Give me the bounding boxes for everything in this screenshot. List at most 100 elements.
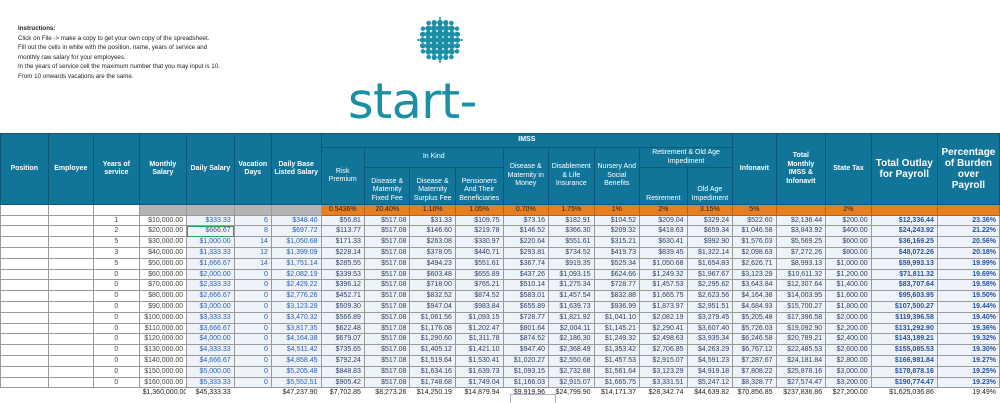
vacation-days-cell[interactable]: 0	[233, 365, 272, 378]
contribution-cell[interactable]: $494.23	[409, 257, 456, 270]
contribution-cell[interactable]: $1,800.00	[825, 300, 872, 313]
vacation-days-cell[interactable]: 14	[233, 236, 272, 248]
daily-salary-cell[interactable]: $1,666.67	[186, 257, 235, 270]
contribution-cell[interactable]: $874.52	[454, 290, 504, 302]
contribution-cell[interactable]: $718.00	[409, 279, 456, 292]
contribution-cell[interactable]: $366.30	[548, 225, 595, 238]
burden-percentage-cell[interactable]: 19.32%	[936, 333, 1000, 346]
vacation-days-cell[interactable]: 0	[233, 322, 272, 335]
contribution-cell[interactable]: $919.35	[548, 257, 595, 270]
rate-cell-empty[interactable]	[93, 204, 140, 216]
contribution-cell[interactable]: $5,247.12	[686, 376, 734, 389]
contribution-cell[interactable]: $1,275.34	[548, 279, 595, 292]
contribution-cell[interactable]: $2,186.30	[548, 333, 595, 346]
contribution-cell[interactable]: $220.64	[502, 236, 550, 248]
years-of-service-cell[interactable]: 5	[93, 236, 140, 248]
contribution-cell[interactable]: $104.52	[593, 214, 641, 227]
contribution-cell[interactable]: $440.71	[454, 246, 504, 259]
burden-percentage-cell[interactable]: 23.36%	[936, 214, 1000, 227]
years-of-service-cell[interactable]: 0	[93, 354, 140, 367]
contribution-cell[interactable]: $3,643.84	[732, 279, 777, 292]
contribution-cell[interactable]: $1,322.14	[686, 246, 734, 259]
contribution-cell[interactable]: $3,935.34	[686, 333, 734, 346]
employee-cell[interactable]	[47, 214, 95, 227]
contribution-cell[interactable]: $947.04	[409, 300, 456, 313]
total-outlay-cell[interactable]: $71,811.32	[870, 268, 938, 281]
burden-percentage-cell[interactable]: 19.69%	[936, 268, 1000, 281]
vacation-days-cell[interactable]: 0	[233, 311, 272, 324]
monthly-salary-cell[interactable]: $160,000.00	[138, 376, 188, 389]
contribution-cell[interactable]: $517.08	[363, 322, 411, 335]
contribution-cell[interactable]: $378.05	[409, 246, 456, 259]
total-burden[interactable]: 19.49%	[936, 387, 1000, 400]
contribution-cell[interactable]: $3,607.40	[686, 322, 734, 335]
contribution-cell[interactable]: $728.77	[502, 311, 550, 324]
contribution-cell[interactable]: $3,123.29	[732, 268, 777, 281]
rate-pensioners[interactable]: 1.05%	[454, 204, 504, 216]
daily-salary-cell[interactable]: $5,000.00	[186, 365, 235, 378]
contribution-cell[interactable]: $1,041.10	[593, 311, 641, 324]
daily-base-cell[interactable]: $348.40	[270, 214, 322, 227]
contribution-cell[interactable]: $525.34	[593, 257, 641, 270]
contribution-cell[interactable]: $1,145.21	[593, 322, 641, 335]
contribution-cell[interactable]: $2,800.00	[825, 354, 872, 367]
contribution-cell[interactable]: $1,600.00	[825, 290, 872, 302]
contribution-cell[interactable]: $5,569.25	[775, 236, 827, 248]
rate-dm-fixed[interactable]: 20.40%	[363, 204, 411, 216]
contribution-cell[interactable]: $1,353.42	[593, 344, 641, 356]
contribution-cell[interactable]: $1,290.60	[409, 333, 456, 346]
contribution-cell[interactable]: $3,279.45	[686, 311, 734, 324]
contribution-cell[interactable]: $285.55	[320, 257, 365, 270]
position-cell[interactable]	[0, 257, 49, 270]
contribution-cell[interactable]: $622.48	[320, 322, 365, 335]
contribution-cell[interactable]: $418.63	[639, 225, 688, 238]
col-header-vacation-days[interactable]: Vacation Days	[233, 133, 272, 205]
contribution-cell[interactable]: $20,789.21	[775, 333, 827, 346]
contribution-cell[interactable]: $839.45	[639, 246, 688, 259]
contribution-cell[interactable]: $2,550.68	[548, 354, 595, 367]
contribution-cell[interactable]: $517.08	[363, 365, 411, 378]
contribution-cell[interactable]: $27,574.47	[775, 376, 827, 389]
burden-percentage-cell[interactable]: 19.30%	[936, 344, 1000, 356]
col-header-dm-surplus[interactable]: Disease & Maternity Surplus Fee	[409, 167, 456, 205]
daily-salary-cell[interactable]: $1,000.00	[186, 236, 235, 248]
daily-salary-cell[interactable]: $4,666.67	[186, 354, 235, 367]
total-outlay-cell[interactable]: $131,292.90	[870, 322, 938, 335]
contribution-cell[interactable]: $10,611.32	[775, 268, 827, 281]
contribution-cell[interactable]: $8,328.77	[732, 376, 777, 389]
contribution-cell[interactable]: $517.08	[363, 344, 411, 356]
contribution-cell[interactable]: $396.12	[320, 279, 365, 292]
contribution-cell[interactable]: $630.41	[639, 236, 688, 248]
col-header-retirement[interactable]: Retirement	[639, 167, 688, 205]
employee-cell[interactable]	[47, 311, 95, 324]
contribution-cell[interactable]: $2,706.85	[639, 344, 688, 356]
contribution-cell[interactable]: $655.89	[502, 300, 550, 313]
contribution-cell[interactable]: $517.08	[363, 246, 411, 259]
burden-percentage-cell[interactable]: 21.22%	[936, 225, 1000, 238]
contribution-cell[interactable]: $1,873.97	[639, 300, 688, 313]
position-cell[interactable]	[0, 279, 49, 292]
total-imss-infonavit[interactable]: $237,836.86	[775, 387, 827, 400]
contribution-cell[interactable]: $603.48	[409, 268, 456, 281]
vacation-days-cell[interactable]: 0	[233, 376, 272, 389]
contribution-cell[interactable]: $146.52	[502, 225, 550, 238]
total-outlay-cell[interactable]: $178,878.16	[870, 365, 938, 378]
rate-cell-empty[interactable]	[0, 204, 49, 216]
contribution-cell[interactable]: $4,919.18	[686, 365, 734, 378]
col-header-years[interactable]: Years of service	[93, 133, 140, 205]
position-cell[interactable]	[0, 214, 49, 227]
contribution-cell[interactable]: $832.52	[409, 290, 456, 302]
rate-disablement[interactable]: 1.75%	[548, 204, 595, 216]
daily-salary-cell[interactable]: $333.33	[186, 214, 235, 227]
contribution-cell[interactable]: $551.61	[454, 257, 504, 270]
rate-cell-empty[interactable]	[47, 204, 95, 216]
total-outlay[interactable]: $1,625,036.86	[870, 387, 938, 400]
position-cell[interactable]	[0, 333, 49, 346]
contribution-cell[interactable]: $517.08	[363, 300, 411, 313]
contribution-cell[interactable]: $2,951.51	[686, 300, 734, 313]
col-header-employee[interactable]: Employee	[47, 133, 95, 205]
contribution-cell[interactable]: $517.08	[363, 333, 411, 346]
contribution-cell[interactable]: $983.84	[454, 300, 504, 313]
daily-base-cell[interactable]: $697.72	[270, 225, 322, 238]
contribution-cell[interactable]: $583.01	[502, 290, 550, 302]
